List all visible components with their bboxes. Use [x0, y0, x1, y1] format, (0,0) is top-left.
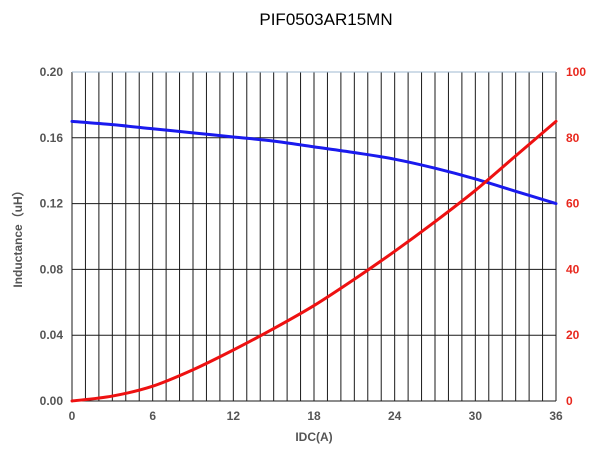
x-tick-label: 18 — [307, 409, 321, 423]
x-tick-label: 6 — [149, 409, 156, 423]
y2-tick-label: 60 — [566, 197, 580, 211]
y2-tick-label: 20 — [566, 328, 580, 342]
gridlines — [71, 71, 557, 402]
x-axis-label: IDC(A) — [295, 430, 332, 444]
inductance-line — [70, 119, 558, 206]
y-tick-label: 0.12 — [40, 197, 64, 211]
temperature-rise-line — [70, 119, 558, 403]
y-tick-label: 0.04 — [40, 328, 64, 342]
y-axis-label: Inductance（uH） — [10, 184, 25, 287]
y2-tick-label: 80 — [566, 131, 580, 145]
y2-tick-label: 100 — [566, 65, 586, 79]
x-tick-label: 30 — [469, 409, 483, 423]
chart-title: PIF0503AR15MN — [259, 10, 392, 29]
x-tick-label: 36 — [549, 409, 563, 423]
y-tick-label: 0.16 — [40, 131, 64, 145]
y2-tick-label: 0 — [566, 394, 573, 408]
y2-tick-label: 40 — [566, 262, 580, 276]
y-tick-label: 0.08 — [40, 262, 64, 276]
y-tick-label: 0.00 — [40, 394, 64, 408]
tick-labels: 0.00 0.04 0.08 0.12 0.16 0.20 0 20 40 60 80 100 0 6 12… — [40, 65, 587, 423]
x-tick-label: 0 — [69, 409, 76, 423]
series-group — [70, 119, 558, 403]
x-tick-label: 12 — [227, 409, 241, 423]
y-tick-label: 0.20 — [40, 65, 64, 79]
x-tick-label: 24 — [388, 409, 402, 423]
